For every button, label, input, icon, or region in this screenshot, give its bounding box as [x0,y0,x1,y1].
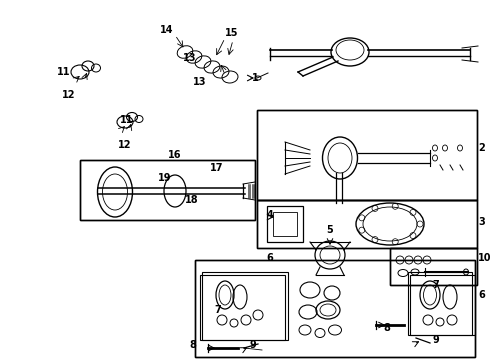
Text: 3: 3 [478,217,485,227]
Text: 9: 9 [432,335,439,345]
Text: 1: 1 [252,73,259,83]
Text: 4: 4 [267,210,274,220]
Bar [257,200,477,248]
Bar [80,160,255,220]
Text: 17: 17 [210,163,223,173]
Text: 8: 8 [383,323,390,333]
Bar [257,200,477,248]
Bar [408,272,472,335]
Bar [390,248,477,285]
Bar [257,110,477,200]
Text: 8: 8 [189,340,196,350]
Text: 2: 2 [478,143,485,153]
Text: 11: 11 [57,67,71,77]
Bar [200,275,285,340]
Bar [195,260,475,357]
Text: 12: 12 [62,90,75,100]
Text: 16: 16 [168,150,182,160]
Bar [273,212,297,236]
Text: 13: 13 [183,53,196,63]
Text: 6: 6 [478,290,485,300]
Text: 15: 15 [225,28,239,38]
Bar [267,206,303,242]
Text: 14: 14 [160,25,174,35]
Text: 5: 5 [327,225,333,235]
Text: 6: 6 [266,253,273,263]
Text: 12: 12 [118,140,131,150]
Text: 7: 7 [215,305,221,315]
Text: 13: 13 [193,77,206,87]
Bar [257,110,477,200]
Text: 7: 7 [432,280,439,290]
Text: 11: 11 [120,115,133,125]
Bar [410,275,475,335]
Bar [80,160,255,220]
Bar [195,260,475,357]
Text: 9: 9 [249,340,256,350]
Bar [390,248,477,285]
Bar [202,272,288,340]
Text: 19: 19 [158,173,172,183]
Text: 18: 18 [185,195,199,205]
Text: 10: 10 [478,253,490,263]
